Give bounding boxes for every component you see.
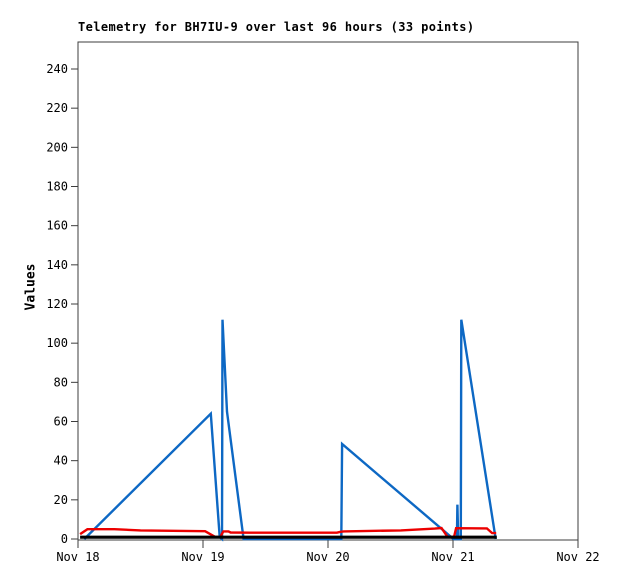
y-tick-label: 120	[46, 297, 68, 311]
y-tick-label: 60	[54, 415, 68, 429]
y-tick-label: 160	[46, 219, 68, 233]
x-tick-label: Nov 19	[181, 550, 224, 564]
plot-frame	[77, 41, 579, 541]
y-tick-label: 80	[54, 375, 68, 389]
y-tick-label: 100	[46, 336, 68, 350]
series-telemetry-value-blue	[83, 319, 497, 542]
x-tick-label: Nov 22	[556, 550, 599, 564]
y-tick-label: 20	[54, 493, 68, 507]
y-tick-label: 180	[46, 180, 68, 194]
chart-title: Telemetry for BH7IU-9 over last 96 hours…	[78, 20, 475, 34]
y-tick-label: 220	[46, 101, 68, 115]
y-axis-title: Values	[23, 263, 39, 311]
y-tick-label: 140	[46, 258, 68, 272]
x-tick-label: Nov 20	[306, 550, 349, 564]
y-tick-label: 200	[46, 140, 68, 154]
series-telemetry-value-red	[79, 526, 497, 539]
y-tick-label: 0	[61, 532, 68, 546]
y-tick-label: 40	[54, 454, 68, 468]
y-tick-label: 240	[46, 62, 68, 76]
x-tick-label: Nov 18	[56, 550, 99, 564]
x-tick-label: Nov 21	[431, 550, 474, 564]
